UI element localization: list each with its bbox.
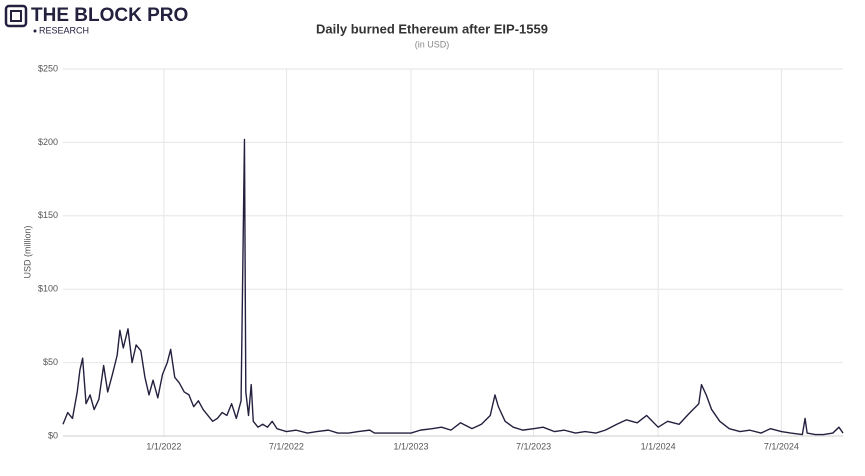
brand-bullet bbox=[33, 29, 37, 33]
y-tick-label: $250 bbox=[38, 63, 58, 73]
chart-title: Daily burned Ethereum after EIP-1559 bbox=[316, 21, 548, 36]
brand-sub: RESEARCH bbox=[39, 25, 89, 35]
x-tick-label: 1/1/2024 bbox=[641, 441, 676, 451]
data-line bbox=[62, 138, 844, 436]
brand: THE BLOCK PRO bbox=[31, 5, 188, 26]
x-tick-label: 7/1/2022 bbox=[269, 441, 304, 451]
x-tick-label: 1/1/2023 bbox=[393, 441, 428, 451]
logo-icon-inner bbox=[10, 10, 22, 22]
y-tick-label: $100 bbox=[38, 284, 58, 294]
y-tick-label: $0 bbox=[48, 430, 58, 440]
y-tick-label: $150 bbox=[38, 210, 58, 220]
logo-icon bbox=[4, 4, 28, 28]
x-tick-label: 1/1/2022 bbox=[146, 441, 181, 451]
y-axis-label: USD (million) bbox=[22, 225, 32, 278]
x-tick-label: 7/1/2023 bbox=[516, 441, 551, 451]
chart-subtitle: (in USD) bbox=[415, 39, 450, 49]
y-tick-label: $50 bbox=[43, 357, 58, 367]
logo: THE BLOCK PRO RESEARCH bbox=[4, 4, 188, 35]
y-tick-label: $200 bbox=[38, 137, 58, 147]
x-tick-label: 7/1/2024 bbox=[764, 441, 799, 451]
